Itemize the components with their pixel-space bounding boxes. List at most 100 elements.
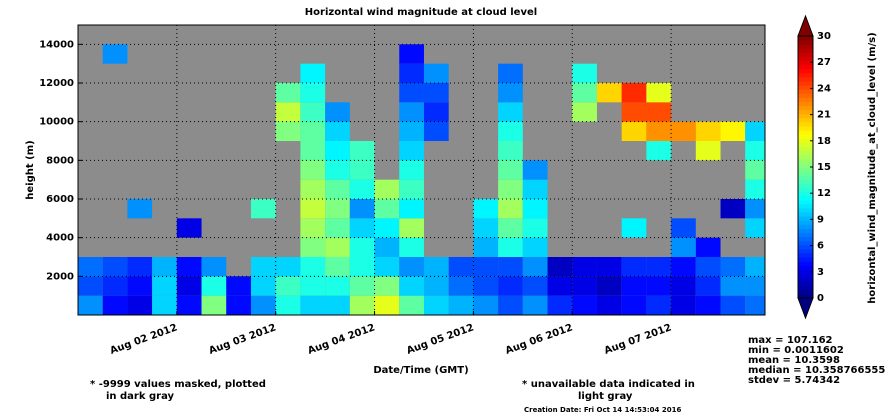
- colorbar-segment: [798, 228, 813, 233]
- heatmap-cell: [78, 257, 103, 276]
- heatmap-cell: [622, 102, 647, 121]
- y-tick-label: 10000: [39, 117, 74, 128]
- colorbar-segment: [798, 97, 813, 102]
- colorbar-segment: [798, 142, 813, 147]
- heatmap-cell: [399, 296, 424, 315]
- x-tick-label: Aug 03 2012: [208, 322, 278, 357]
- heatmap-cell: [325, 257, 350, 276]
- heatmap-cell: [350, 199, 375, 218]
- heatmap-cell: [202, 296, 227, 315]
- colorbar-segment: [798, 40, 813, 45]
- colorbar-segment: [798, 241, 813, 246]
- colorbar-segment: [798, 200, 813, 205]
- note: * unavailable data indicated in: [522, 379, 695, 390]
- heatmap-cell: [548, 296, 573, 315]
- heatmap-cell: [399, 160, 424, 179]
- heatmap-cell: [300, 64, 325, 83]
- heatmap-cell: [78, 276, 103, 295]
- heatmap-cell: [745, 122, 765, 141]
- heatmap-cell: [226, 276, 251, 295]
- colorbar-extend-bottom: [798, 298, 813, 318]
- colorbar-segment: [798, 48, 813, 53]
- heatmap-cell: [251, 296, 276, 315]
- colorbar-segment: [798, 265, 813, 270]
- heatmap-cell: [473, 257, 498, 276]
- heatmap-cell: [152, 257, 177, 276]
- heatmap-cell: [325, 160, 350, 179]
- heatmap-cell: [646, 122, 671, 141]
- heatmap-cell: [721, 276, 746, 295]
- heatmap-cell: [424, 102, 449, 121]
- colorbar-segment: [798, 286, 813, 291]
- heatmap-cell: [572, 276, 597, 295]
- heatmap-cell: [399, 180, 424, 199]
- heatmap-cell: [300, 160, 325, 179]
- heatmap-cell: [548, 257, 573, 276]
- colorbar-segment: [798, 216, 813, 221]
- colorbar-segment: [798, 126, 813, 131]
- heatmap-cell: [375, 238, 400, 257]
- heatmap-cell: [745, 276, 765, 295]
- heatmap-cell: [696, 122, 721, 141]
- heatmap-cell: [523, 199, 548, 218]
- heatmap-cell: [424, 296, 449, 315]
- heatmap-cell: [498, 218, 523, 237]
- heatmap-cell: [350, 257, 375, 276]
- heatmap-cell: [350, 180, 375, 199]
- heatmap-cell: [300, 199, 325, 218]
- heatmap-cell: [646, 296, 671, 315]
- colorbar-segment: [798, 257, 813, 262]
- colorbar-tick-label: 0: [817, 293, 824, 304]
- heatmap-cell: [523, 257, 548, 276]
- heatmap-cell: [325, 218, 350, 237]
- heatmap-cell: [696, 296, 721, 315]
- heatmap-cell: [375, 199, 400, 218]
- heatmap-cell: [177, 276, 202, 295]
- colorbar-segment: [798, 102, 813, 107]
- heatmap-cell: [622, 122, 647, 141]
- colorbar-segment: [798, 155, 813, 160]
- heatmap-cell: [597, 257, 622, 276]
- colorbar-segment: [798, 171, 813, 176]
- heatmap-cell: [127, 296, 152, 315]
- heatmap-cell: [572, 83, 597, 102]
- heatmap-cell: [300, 141, 325, 160]
- heatmap-cell: [449, 257, 474, 276]
- heatmap-cell: [523, 180, 548, 199]
- heatmap-cell: [523, 160, 548, 179]
- heatmap-cell: [498, 102, 523, 121]
- colorbar-tick-label: 15: [817, 162, 831, 173]
- colorbar-segment: [798, 183, 813, 188]
- note: * -9999 values masked, plotted: [90, 379, 266, 390]
- heatmap-cell: [399, 122, 424, 141]
- colorbar-tick-label: 9: [817, 214, 824, 225]
- colorbar-tick-label: 12: [817, 188, 831, 199]
- heatmap-cell: [300, 180, 325, 199]
- heatmap-cell: [276, 102, 301, 121]
- heatmap-cell: [498, 296, 523, 315]
- heatmap-cell: [745, 296, 765, 315]
- y-tick-label: 4000: [46, 233, 74, 244]
- colorbar-tick-label: 27: [817, 57, 831, 68]
- heatmap-cell: [399, 199, 424, 218]
- heatmap-cell: [375, 276, 400, 295]
- x-axis-label: Date/Time (GMT): [373, 365, 468, 376]
- note: light gray: [578, 391, 633, 402]
- heatmap-cell: [350, 160, 375, 179]
- heatmap-cell: [325, 238, 350, 257]
- heatmap-cell: [350, 296, 375, 315]
- heatmap-cell: [721, 122, 746, 141]
- heatmap-cell: [745, 257, 765, 276]
- heatmap-cell: [78, 296, 103, 315]
- heatmap-cell: [646, 141, 671, 160]
- heatmap-cell: [300, 102, 325, 121]
- colorbar-segment: [798, 36, 813, 41]
- colorbar-segment: [798, 73, 813, 78]
- colorbar-segment: [798, 187, 813, 192]
- note: in dark gray: [106, 391, 175, 402]
- heatmap-cell: [646, 83, 671, 102]
- heatmap-cell: [449, 296, 474, 315]
- heatmap-cell: [572, 102, 597, 121]
- heatmap-cell: [597, 296, 622, 315]
- heatmap-cell: [498, 238, 523, 257]
